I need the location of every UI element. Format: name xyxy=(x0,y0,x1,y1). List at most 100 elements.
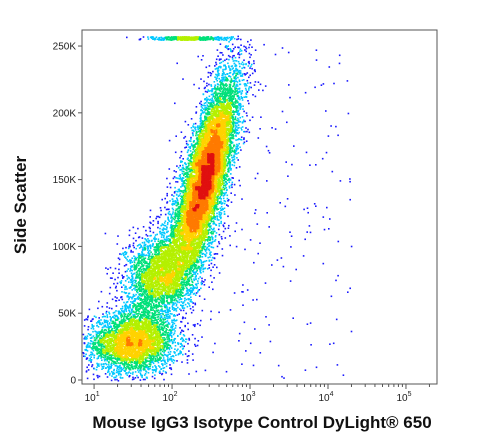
data-point xyxy=(232,91,234,94)
data-point xyxy=(146,364,148,366)
data-point xyxy=(226,179,229,182)
data-point xyxy=(189,269,191,272)
data-point xyxy=(106,314,108,316)
data-point xyxy=(239,120,242,123)
data-point xyxy=(148,258,151,260)
data-point xyxy=(92,344,95,347)
data-point xyxy=(181,184,183,187)
data-point xyxy=(111,357,114,359)
data-point xyxy=(182,302,184,304)
data-point xyxy=(143,272,145,274)
data-point xyxy=(306,323,309,325)
data-point xyxy=(134,316,136,318)
data-point xyxy=(122,252,124,255)
data-point xyxy=(289,280,292,282)
data-point xyxy=(165,297,168,299)
data-point xyxy=(205,252,208,254)
data-point xyxy=(222,195,225,197)
data-point xyxy=(156,351,158,354)
data-point xyxy=(159,207,162,209)
data-point xyxy=(195,278,197,280)
data-point xyxy=(188,303,190,305)
data-point xyxy=(98,300,100,303)
data-point xyxy=(93,367,96,370)
data-point xyxy=(226,173,228,176)
data-point xyxy=(207,98,210,101)
data-point xyxy=(233,183,236,186)
data-point xyxy=(166,296,168,298)
data-point xyxy=(210,225,212,227)
data-point xyxy=(185,168,187,171)
data-point xyxy=(138,38,141,41)
data-point xyxy=(139,267,142,269)
data-point xyxy=(234,59,236,62)
data-point xyxy=(186,305,189,308)
data-point xyxy=(139,365,142,367)
data-point xyxy=(114,319,117,321)
data-point xyxy=(147,247,149,249)
data-point xyxy=(152,255,154,258)
data-point xyxy=(335,279,337,282)
data-point xyxy=(216,208,218,210)
data-point xyxy=(125,368,127,371)
data-point xyxy=(218,233,221,236)
data-point xyxy=(219,216,221,218)
data-point xyxy=(177,289,179,291)
data-point xyxy=(178,313,180,315)
data-point xyxy=(167,351,170,354)
data-point xyxy=(237,147,239,150)
data-point xyxy=(204,279,206,281)
data-point xyxy=(230,173,232,175)
data-point xyxy=(110,365,112,368)
data-point xyxy=(189,147,191,150)
data-point xyxy=(181,183,184,185)
data-point xyxy=(126,314,129,316)
data-point xyxy=(96,374,98,377)
data-point xyxy=(201,256,204,258)
data-point xyxy=(89,334,91,336)
data-point xyxy=(228,75,231,77)
data-point xyxy=(173,339,175,341)
data-point xyxy=(130,301,132,303)
data-point xyxy=(155,309,158,311)
data-point xyxy=(135,304,137,306)
data-point xyxy=(187,328,189,331)
data-point xyxy=(109,330,112,332)
data-point xyxy=(349,178,351,180)
data-point xyxy=(231,183,233,186)
data-point xyxy=(147,372,150,374)
data-point xyxy=(189,146,192,148)
data-point xyxy=(169,241,172,243)
data-point xyxy=(172,333,175,336)
data-point xyxy=(250,86,252,89)
data-point xyxy=(197,255,199,258)
data-point xyxy=(90,359,92,362)
data-point xyxy=(198,261,200,263)
data-point xyxy=(212,39,215,41)
data-point xyxy=(150,308,152,310)
data-point xyxy=(151,301,154,304)
data-point xyxy=(162,363,164,365)
data-point xyxy=(201,309,204,312)
data-point xyxy=(231,116,233,118)
data-point xyxy=(264,85,267,87)
data-point xyxy=(196,143,198,145)
data-point xyxy=(211,229,214,231)
data-point xyxy=(146,268,148,270)
data-point xyxy=(241,90,243,92)
data-point xyxy=(287,51,290,54)
data-point xyxy=(135,366,138,369)
data-point xyxy=(235,126,238,128)
data-point xyxy=(137,367,139,370)
data-point xyxy=(185,312,187,315)
data-point xyxy=(197,289,200,292)
data-point xyxy=(166,328,168,331)
data-point xyxy=(117,276,119,279)
data-point xyxy=(135,360,138,363)
data-point xyxy=(225,58,228,60)
data-point xyxy=(171,360,173,363)
data-point xyxy=(169,213,172,215)
data-point xyxy=(224,94,226,96)
data-point xyxy=(237,95,240,98)
data-point xyxy=(143,243,146,245)
